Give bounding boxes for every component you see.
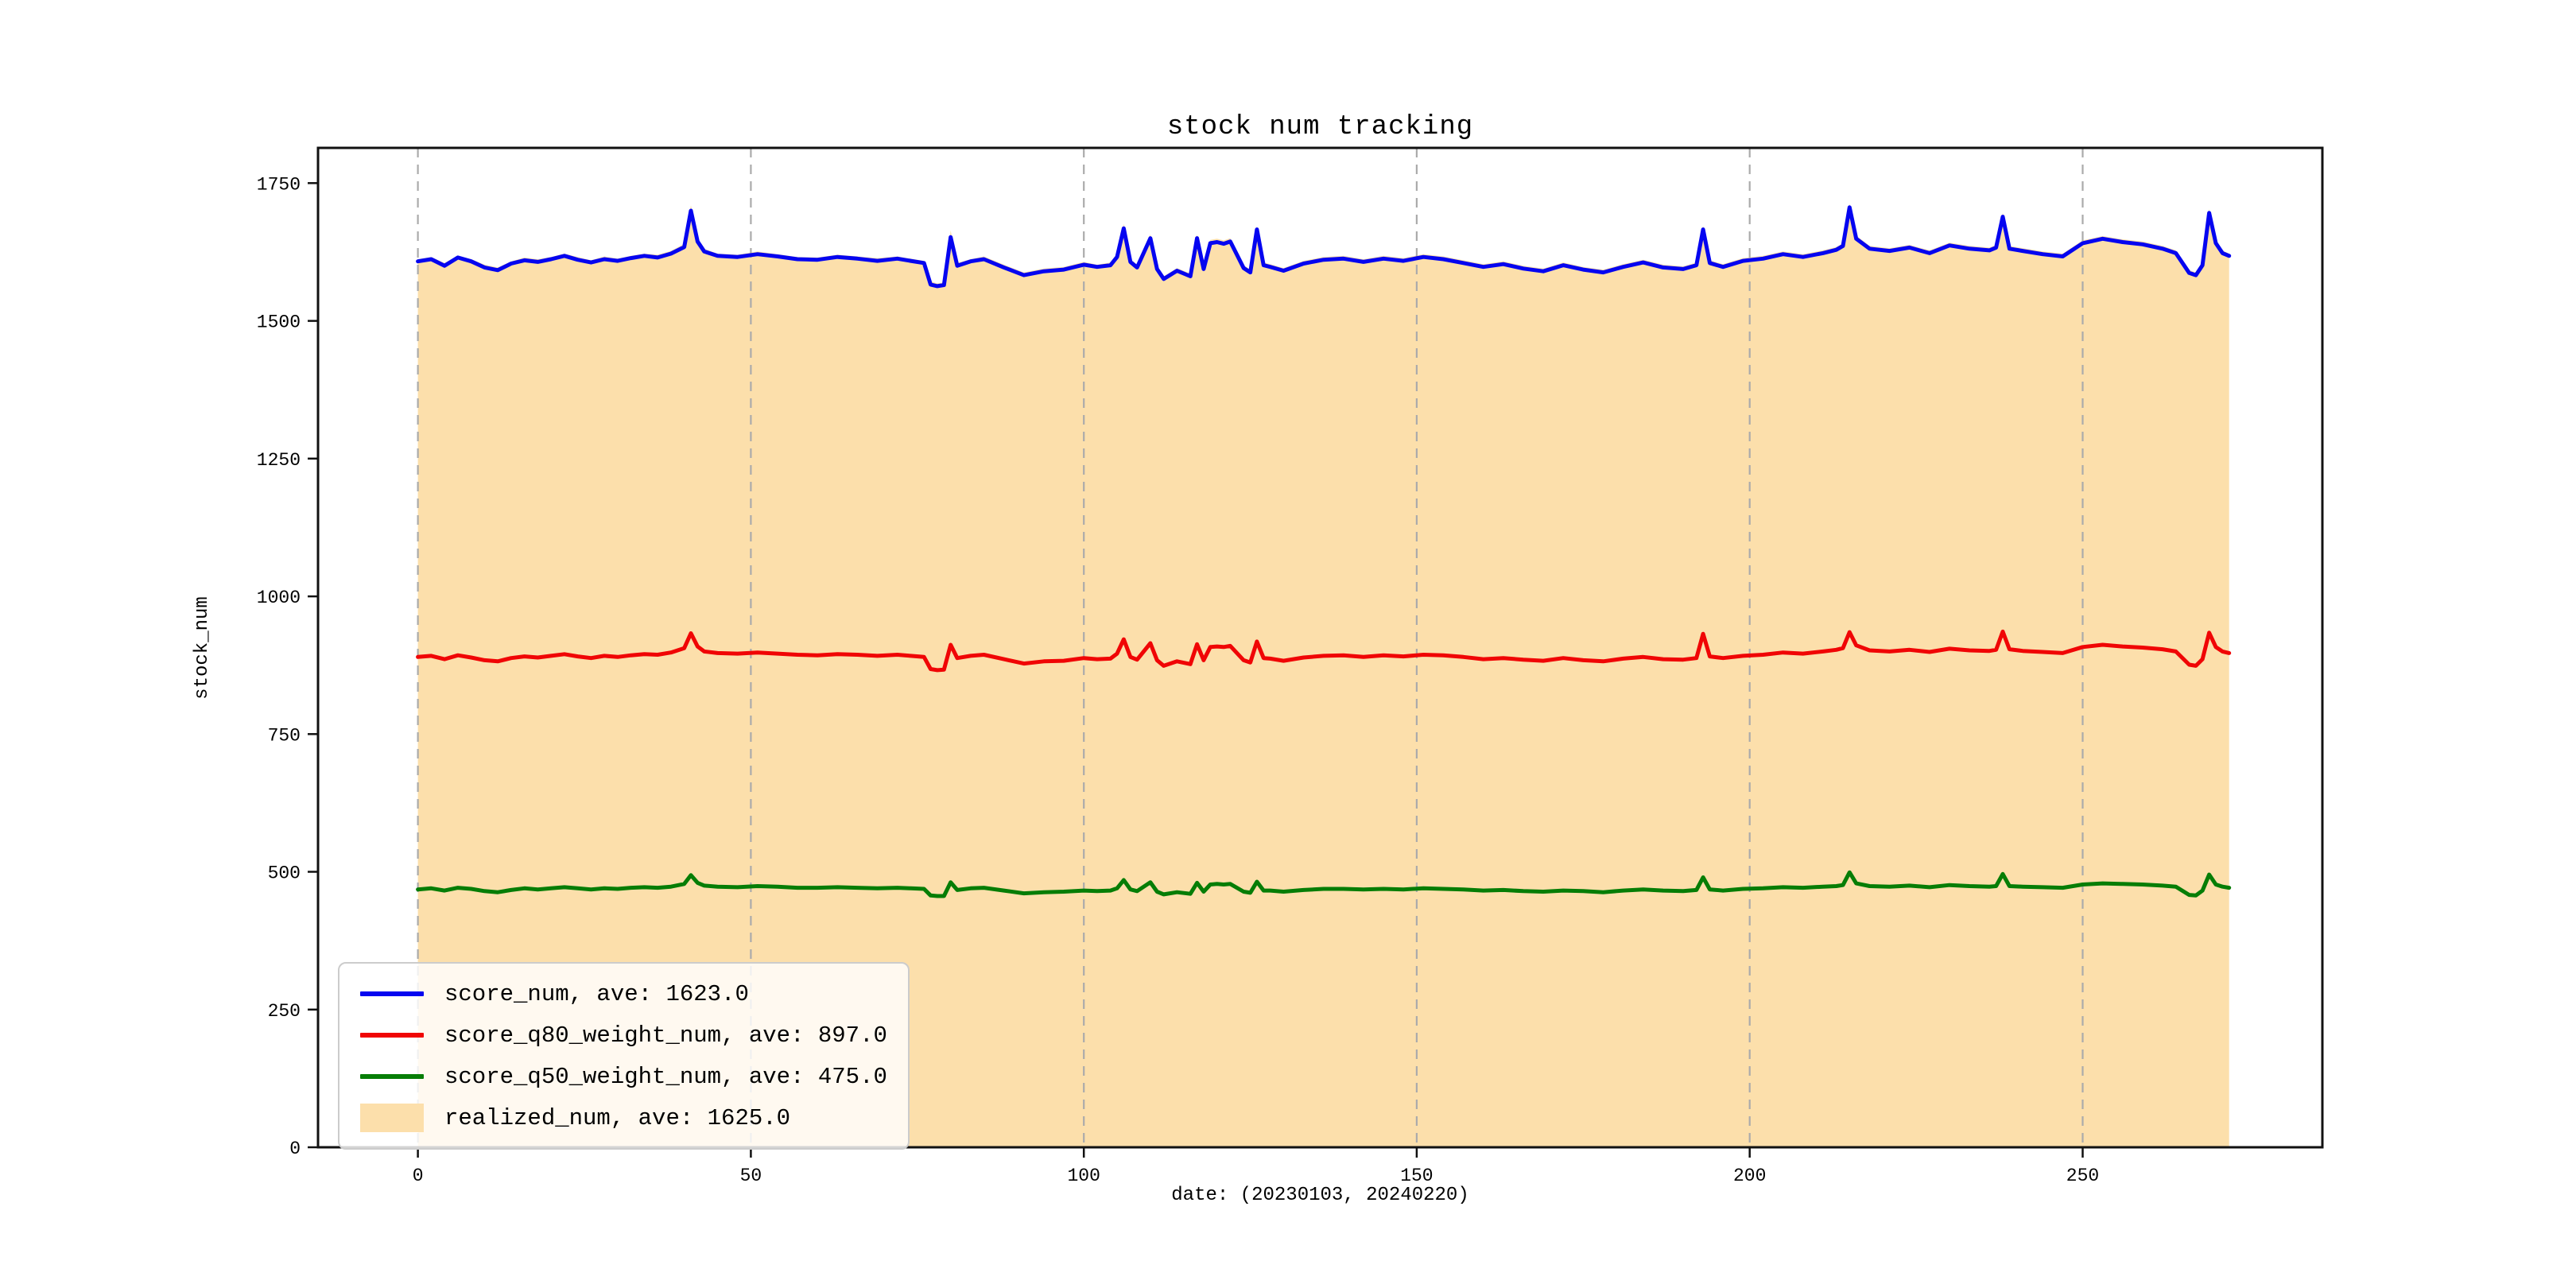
legend-label: score_q50_weight_num, ave: 475.0: [444, 1063, 887, 1090]
legend-swatch-green-line: [360, 1074, 424, 1079]
x-tick-label-250: 250: [2066, 1166, 2099, 1186]
legend-item-score-q80-weight-num: score_q80_weight_num, ave: 897.0: [360, 1018, 887, 1053]
y-axis-label: stock_num: [192, 596, 213, 700]
y-tick-label-500: 500: [268, 863, 301, 884]
y-tick-label-1250: 1250: [257, 450, 301, 471]
legend-label: realized_num, ave: 1625.0: [444, 1104, 791, 1131]
x-tick-label-150: 150: [1400, 1166, 1433, 1186]
axis-tick-labels: 0 50 100 150 200 250 0 250 500 750 1000 1250 1500 175…: [257, 174, 2099, 1186]
series-realized-num-area: [417, 204, 2229, 1147]
plot-border: [316, 146, 2324, 1149]
legend-item-score-num: score_num, ave: 1623.0: [360, 976, 887, 1011]
legend-label: score_num, ave: 1623.0: [444, 980, 749, 1007]
series-score-num-line: [416, 205, 2232, 289]
y-tick-label-1000: 1000: [257, 588, 301, 608]
legend-swatch-red-line: [360, 1033, 424, 1038]
series-score-q80-weight-num-line: [416, 629, 2232, 673]
x-tick-label-50: 50: [740, 1166, 762, 1186]
legend-item-score-q50-weight-num: score_q50_weight_num, ave: 475.0: [360, 1059, 887, 1094]
y-tick-label-1750: 1750: [257, 174, 301, 195]
legend-item-realized-num: realized_num, ave: 1625.0: [360, 1100, 887, 1135]
x-tick-label-200: 200: [1733, 1166, 1766, 1186]
x-axis-label: date: (20230103, 20240220): [1171, 1185, 1469, 1206]
x-tick-label-100: 100: [1067, 1166, 1100, 1186]
legend-swatch-blue-line: [360, 991, 424, 996]
y-tick-label-750: 750: [268, 725, 301, 746]
legend-swatch-tan-patch: [360, 1104, 424, 1132]
chart-title: stock num tracking: [1166, 112, 1474, 142]
y-tick-label-0: 0: [289, 1139, 301, 1159]
y-tick-label-250: 250: [268, 1001, 301, 1022]
legend: score_num, ave: 1623.0 score_q80_weight_…: [338, 962, 910, 1150]
y-tick-label-1500: 1500: [257, 312, 301, 333]
axis-ticks: [308, 182, 2084, 1158]
series-score-q50-weight-num-line: [416, 870, 2232, 898]
x-tick-label-0: 0: [413, 1166, 424, 1186]
legend-label: score_q80_weight_num, ave: 897.0: [444, 1022, 887, 1049]
